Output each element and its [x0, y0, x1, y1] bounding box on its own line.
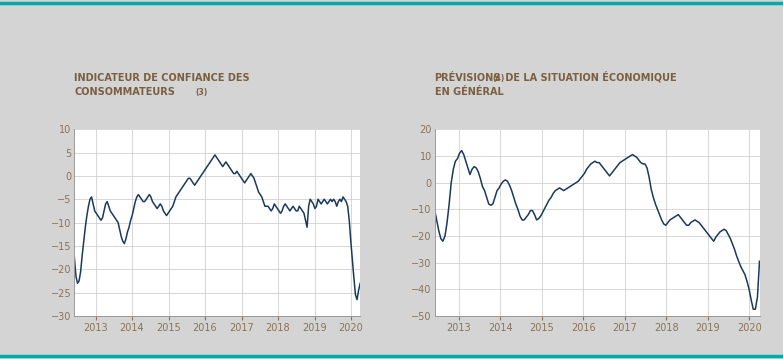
Text: (3): (3) [196, 88, 208, 97]
Text: PRÉVISIONS: PRÉVISIONS [435, 73, 501, 83]
Text: CONSOMMATEURS: CONSOMMATEURS [74, 87, 175, 97]
Text: (4): (4) [493, 74, 505, 83]
Text: EN GÉNÉRAL: EN GÉNÉRAL [435, 87, 503, 97]
Text: INDICATEUR DE CONFIANCE DES: INDICATEUR DE CONFIANCE DES [74, 73, 250, 83]
Text: DE LA SITUATION ÉCONOMIQUE: DE LA SITUATION ÉCONOMIQUE [502, 71, 677, 83]
